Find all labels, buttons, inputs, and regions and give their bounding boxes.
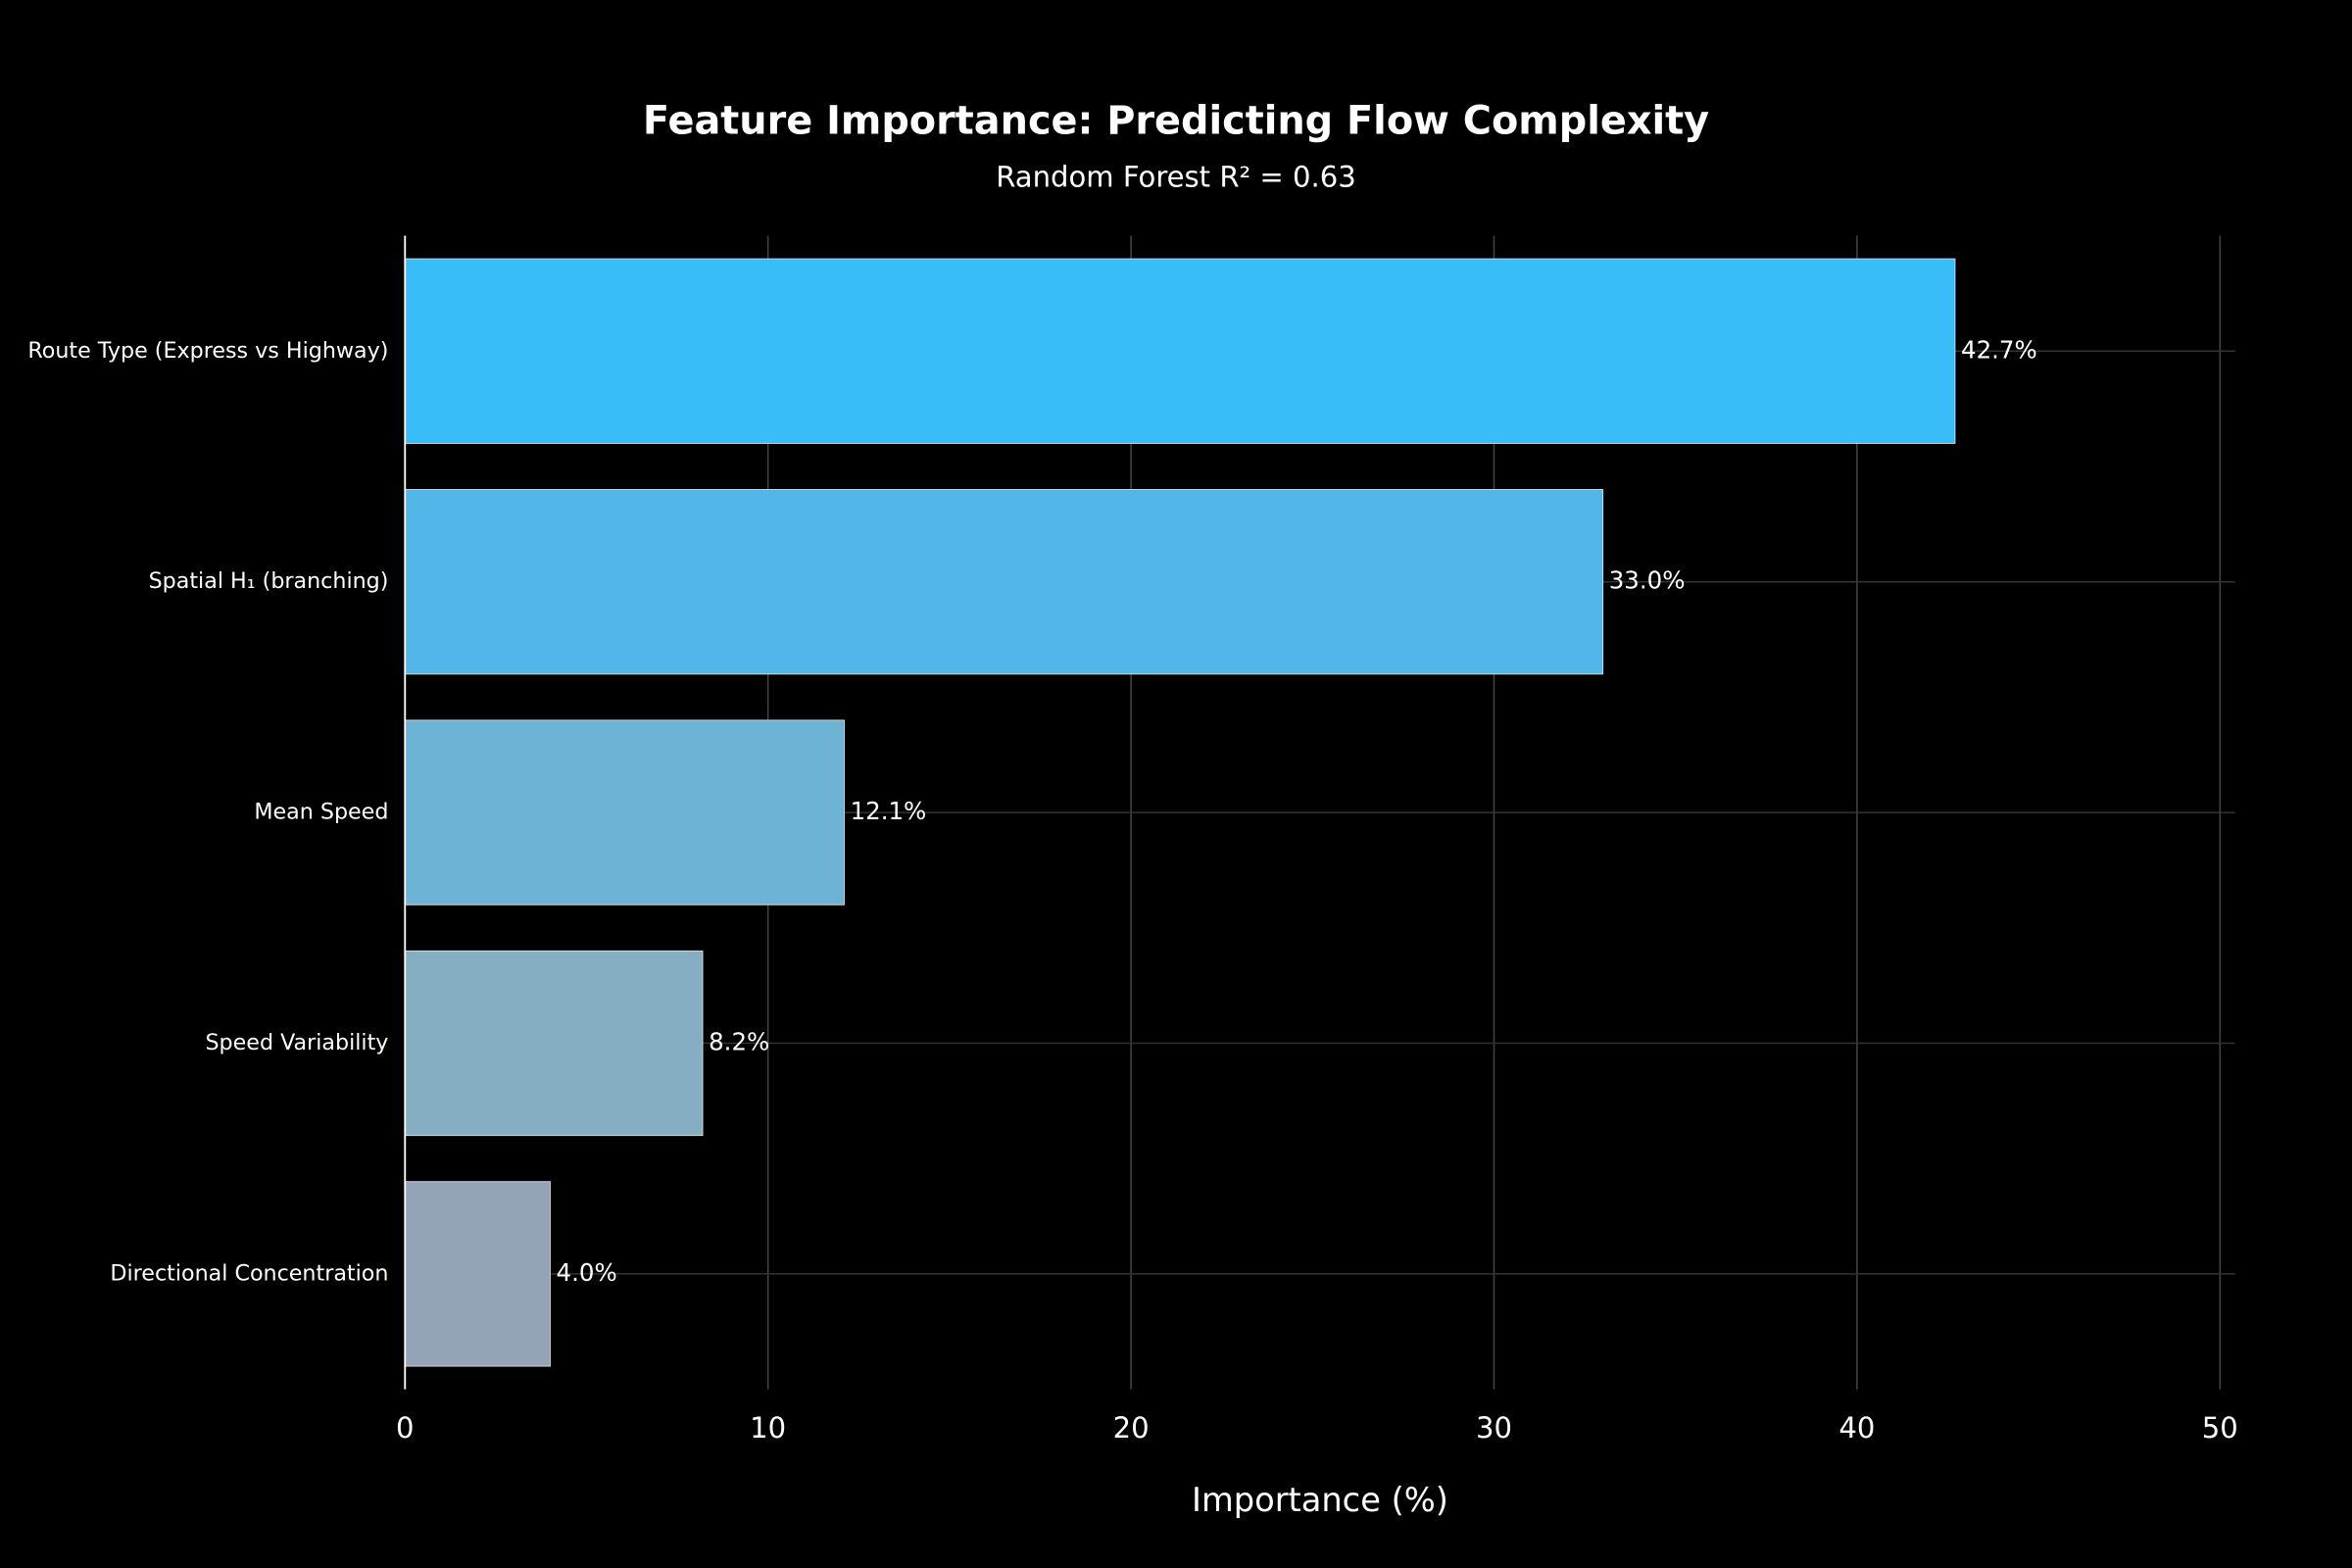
value-label: 12.1% bbox=[851, 797, 927, 825]
value-label: 4.0% bbox=[557, 1258, 617, 1287]
x-tick-label: 0 bbox=[396, 1411, 415, 1445]
y-tick-label: Directional Concentration bbox=[110, 1260, 388, 1286]
value-label: 42.7% bbox=[1961, 335, 2037, 364]
chart-subtitle: Random Forest R² = 0.63 bbox=[996, 160, 1356, 193]
y-tick-label: Route Type (Express vs Highway) bbox=[27, 338, 388, 364]
x-tick-label: 10 bbox=[750, 1411, 786, 1445]
y-tick-label: Spatial H₁ (branching) bbox=[149, 568, 389, 594]
bar bbox=[404, 950, 704, 1137]
x-tick-label: 50 bbox=[2202, 1411, 2238, 1445]
x-tick-label: 20 bbox=[1113, 1411, 1150, 1445]
value-label: 8.2% bbox=[709, 1027, 769, 1055]
value-label: 33.0% bbox=[1609, 566, 1686, 595]
x-axis-label: Importance (%) bbox=[1192, 1481, 1448, 1519]
bar bbox=[404, 258, 1956, 444]
bar bbox=[404, 489, 1604, 675]
y-tick-label: Mean Speed bbox=[254, 800, 388, 825]
chart-title: Feature Importance: Predicting Flow Comp… bbox=[643, 98, 1709, 143]
x-tick-label: 30 bbox=[1476, 1411, 1512, 1445]
y-tick-label: Speed Variability bbox=[205, 1030, 388, 1055]
bar bbox=[404, 719, 845, 906]
x-tick-label: 40 bbox=[1838, 1411, 1875, 1445]
bar bbox=[404, 1181, 551, 1367]
